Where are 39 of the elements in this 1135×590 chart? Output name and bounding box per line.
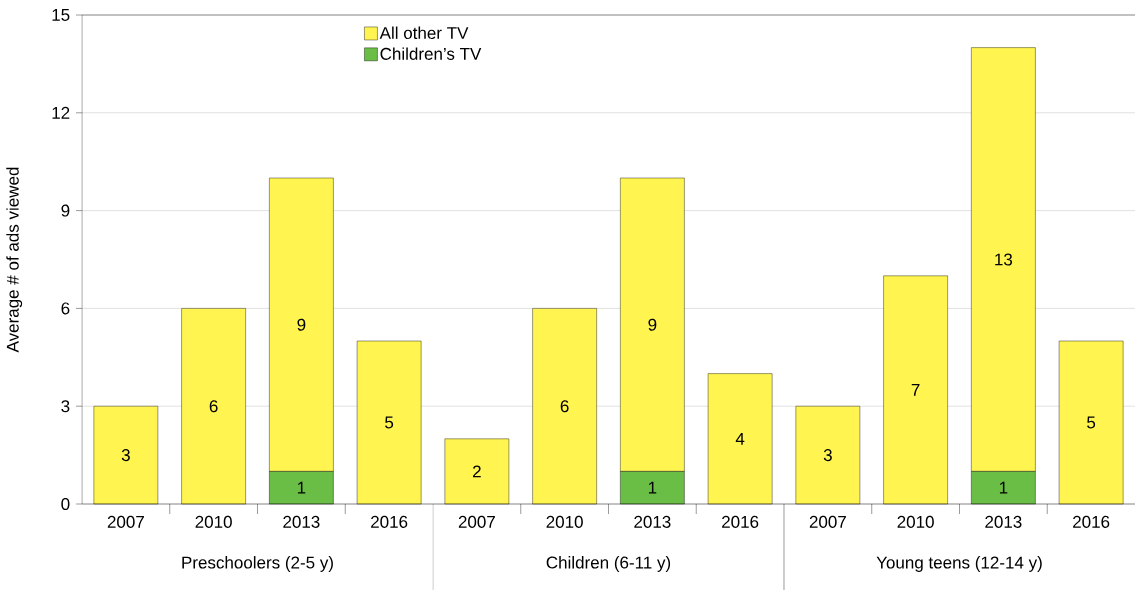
text: Preschoolers (2-5 y) (182, 556, 333, 572)
y-tick-label: 3 (61, 400, 70, 413)
y-tick-label: 12 (52, 106, 70, 119)
y-tick-label: 6 (61, 302, 70, 315)
data-label: 6 (209, 400, 218, 413)
x-tick-label: 2013 (634, 515, 671, 528)
data-label: 3 (823, 449, 832, 462)
data-label: 1 (999, 481, 1008, 494)
y-tick-label: 0 (61, 497, 70, 511)
legend-label: All other TV (379, 26, 469, 40)
x-tick-label: 2007 (107, 515, 144, 528)
legend-label: Children’s TV (380, 47, 482, 60)
x-tick-label: 2010 (897, 515, 934, 528)
data-label: 9 (648, 318, 657, 331)
data-label: 5 (1087, 416, 1096, 429)
x-tick-label: 2010 (195, 515, 232, 528)
x-tick-label: 2010 (546, 515, 583, 528)
x-tick-label: 2013 (985, 515, 1022, 528)
data-label: 13 (995, 253, 1013, 266)
data-label: 7 (911, 384, 920, 396)
text: Children (6-11 y) (546, 556, 671, 572)
data-label: 2 (473, 465, 481, 478)
y-axis-title: Average # of ads viewed (6, 167, 23, 353)
data-label: 1 (297, 481, 306, 494)
data-label: 3 (121, 449, 130, 462)
x-tick-label: 2007 (809, 515, 846, 528)
x-tick-label: 2007 (458, 515, 495, 528)
x-tick-label: 2016 (371, 515, 408, 528)
data-label: 5 (385, 416, 394, 429)
data-label: 4 (735, 432, 745, 445)
x-tick-label: 2016 (1073, 515, 1110, 528)
text: Young teens (12-14 y) (876, 556, 1042, 572)
data-label: 6 (560, 400, 569, 413)
y-tick-label: 15 (52, 9, 70, 21)
data-label: 9 (297, 318, 306, 331)
x-tick-label: 2013 (283, 515, 320, 528)
y-tick-label: 9 (61, 204, 70, 217)
data-label: 1 (648, 481, 657, 494)
x-tick-label: 2016 (722, 515, 759, 528)
